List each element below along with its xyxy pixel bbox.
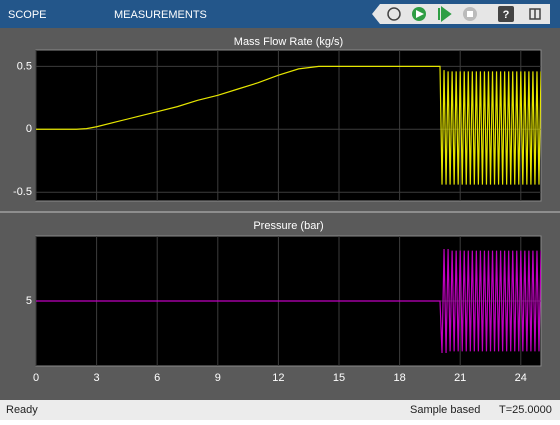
y-tick-label: 0.5 xyxy=(17,60,32,72)
data-line xyxy=(36,248,541,354)
y-tick-label: -0.5 xyxy=(13,186,32,198)
x-tick-label: 15 xyxy=(333,372,345,384)
chart-title: Pressure (bar) xyxy=(253,220,323,232)
y-tick-label: 5 xyxy=(26,295,32,307)
status-text: Ready xyxy=(6,404,38,416)
status-time: T=25.0000 xyxy=(499,404,552,416)
tab[interactable]: MEASUREMENTS xyxy=(114,9,207,21)
run-icon xyxy=(416,10,424,18)
chart-title: Mass Flow Rate (kg/s) xyxy=(234,36,343,48)
x-tick-label: 9 xyxy=(215,372,221,384)
stop-icon xyxy=(467,11,473,17)
y-tick-label: 0 xyxy=(26,123,32,135)
x-tick-label: 18 xyxy=(393,372,405,384)
x-tick-label: 24 xyxy=(515,372,527,384)
help-icon: ? xyxy=(503,9,510,21)
undock-button[interactable] xyxy=(529,8,541,20)
data-line xyxy=(36,65,541,185)
step-back-button[interactable] xyxy=(387,7,401,21)
x-tick-label: 0 xyxy=(33,372,39,384)
tab[interactable]: SCOPE xyxy=(8,9,47,21)
quick-toolbar xyxy=(372,4,550,24)
x-tick-label: 21 xyxy=(454,372,466,384)
x-tick-label: 3 xyxy=(94,372,100,384)
help-button[interactable] xyxy=(498,6,514,22)
status-mode: Sample based xyxy=(410,404,480,416)
x-tick-label: 6 xyxy=(154,372,160,384)
x-tick-label: 12 xyxy=(272,372,284,384)
step-button[interactable] xyxy=(438,6,452,22)
status-bar xyxy=(0,400,560,420)
